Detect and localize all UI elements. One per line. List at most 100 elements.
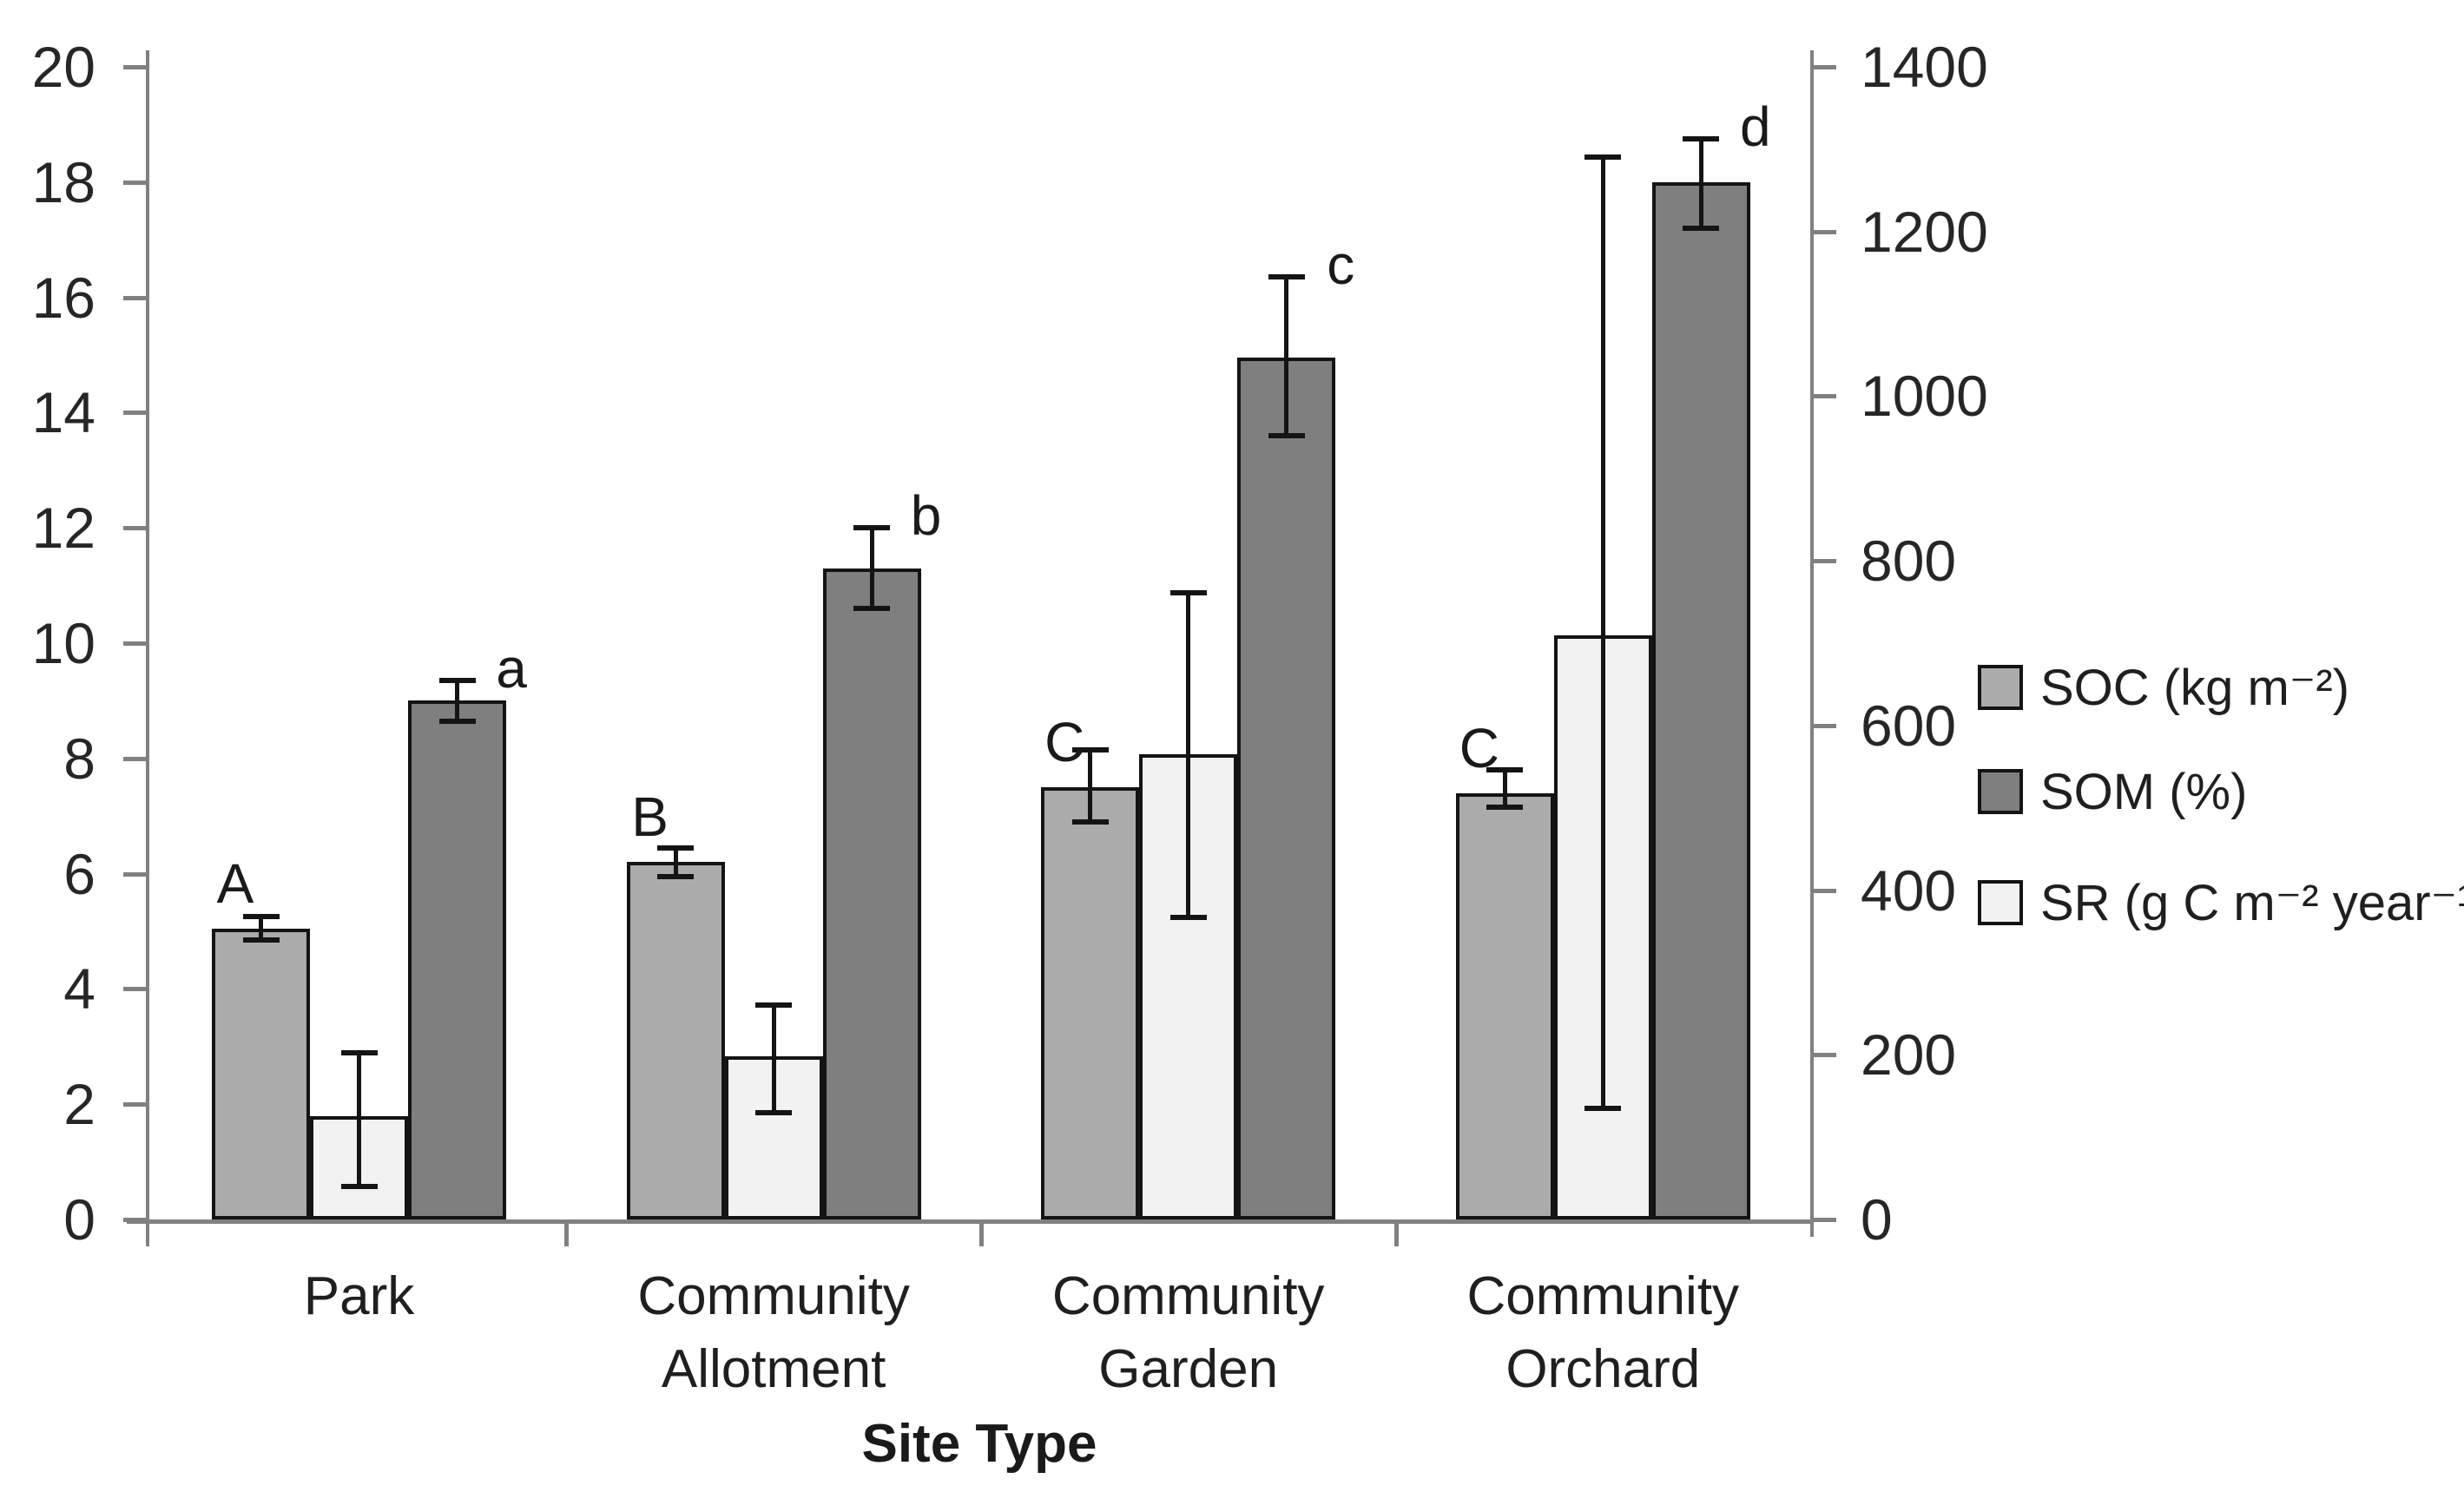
right-axis-tick-label: 400 xyxy=(1861,858,1957,923)
left-axis-tick xyxy=(123,1218,146,1222)
y-axis-left xyxy=(146,50,149,1246)
error-bar-g3-som xyxy=(1284,277,1289,436)
y-axis-right xyxy=(1810,50,1814,1237)
error-bar-cap xyxy=(1486,767,1524,773)
left-axis-tick xyxy=(123,65,146,69)
error-bar-cap xyxy=(657,873,695,879)
legend-item-sr: SR (g C m⁻² year⁻¹) xyxy=(1978,875,2464,931)
error-bar-g3-sr xyxy=(1186,593,1191,917)
x-axis-category-1: Park xyxy=(303,1266,415,1326)
bar-g1-som xyxy=(408,700,506,1219)
error-bar-g2-sr xyxy=(771,1005,776,1113)
right-axis-tick-label: 600 xyxy=(1861,693,1957,758)
error-bar-cap xyxy=(438,678,476,684)
bar-g3-sr xyxy=(1139,754,1238,1219)
bar-g1-soc xyxy=(212,928,310,1219)
right-axis-tick-label: 1400 xyxy=(1861,35,1988,99)
x-axis-boundary-tick xyxy=(564,1224,570,1246)
error-bar-g1-sr xyxy=(357,1053,361,1187)
x-axis-line xyxy=(127,1219,1814,1224)
right-axis-tick-label: 800 xyxy=(1861,529,1957,594)
error-bar-cap xyxy=(1071,818,1109,825)
left-axis-tick-label: 0 xyxy=(63,1187,96,1252)
left-axis-tick-label: 16 xyxy=(31,265,96,330)
right-axis-tick xyxy=(1814,229,1836,234)
error-bar-cap xyxy=(853,525,891,531)
legend-item-soc: SOC (kg m⁻²) xyxy=(1978,660,2349,716)
error-bar-cap xyxy=(1486,805,1524,811)
error-bar-g2-som xyxy=(869,528,874,609)
sig-letter-g4-soc: C xyxy=(1459,716,1499,779)
left-axis-tick-label: 4 xyxy=(63,956,96,1022)
left-axis-tick-label: 8 xyxy=(63,726,96,791)
error-bar-cap xyxy=(1268,274,1305,280)
error-bar-cap xyxy=(853,606,891,612)
right-axis-tick xyxy=(1814,1218,1836,1222)
x-axis-title: Site Type xyxy=(861,1414,1097,1474)
bar-g4-som xyxy=(1651,181,1750,1219)
error-bar-cap xyxy=(1268,432,1305,438)
error-bar-g3-soc xyxy=(1088,749,1093,822)
left-axis-tick-label: 10 xyxy=(31,611,96,675)
left-axis-tick xyxy=(123,295,146,300)
left-axis-tick-label: 6 xyxy=(63,841,96,906)
error-bar-cap xyxy=(340,1184,378,1190)
right-axis-tick-label: 0 xyxy=(1861,1187,1893,1252)
error-bar-cap xyxy=(1071,746,1109,753)
bar-g3-soc xyxy=(1041,787,1140,1219)
left-axis-tick xyxy=(123,1102,146,1107)
left-axis-tick xyxy=(123,987,146,992)
left-axis-tick-label: 20 xyxy=(31,35,96,99)
error-bar-g1-som xyxy=(455,680,459,721)
left-axis-tick-label: 2 xyxy=(63,1072,96,1137)
error-bar-cap xyxy=(242,914,280,920)
legend-item-som: SOM (%) xyxy=(1978,764,2247,820)
right-axis-tick-label: 200 xyxy=(1861,1022,1957,1088)
error-bar-cap xyxy=(657,845,695,851)
right-axis-tick xyxy=(1814,65,1836,69)
error-bar-cap xyxy=(1683,136,1720,141)
legend-label-soc: SOC (kg m⁻²) xyxy=(2040,660,2350,716)
left-axis-tick xyxy=(123,411,146,416)
bar-g3-som xyxy=(1237,358,1336,1219)
bar-g4-soc xyxy=(1455,792,1554,1219)
x-axis-category-4: Community Orchard xyxy=(1466,1266,1740,1399)
soc-swatch-icon xyxy=(1978,665,2023,710)
error-bar-cap xyxy=(1169,590,1207,596)
error-bar-cap xyxy=(1584,154,1622,161)
sig-letter-g2-soc: B xyxy=(631,785,669,849)
bar-g2-soc xyxy=(626,862,725,1219)
legend-label-som: SOM (%) xyxy=(2040,763,2248,820)
x-axis-boundary-tick xyxy=(978,1224,984,1246)
left-axis-tick xyxy=(123,641,146,646)
sig-letter-g1-som: a xyxy=(496,637,527,700)
left-axis-tick xyxy=(123,871,146,877)
x-axis-category-2: Community Allotment xyxy=(637,1266,910,1399)
right-axis-tick xyxy=(1814,723,1836,728)
left-axis-tick xyxy=(123,756,146,761)
right-axis-tick-label: 1000 xyxy=(1861,364,1988,429)
error-bar-cap xyxy=(755,1002,793,1009)
left-axis-tick xyxy=(123,180,146,185)
error-bar-cap xyxy=(340,1050,378,1056)
sr-swatch-icon xyxy=(1978,880,2023,925)
right-axis-tick-label: 1200 xyxy=(1861,199,1988,264)
sig-letter-g3-soc: C xyxy=(1044,711,1085,773)
som-swatch-icon xyxy=(1978,769,2023,814)
right-axis-tick xyxy=(1814,888,1836,893)
error-bar-cap xyxy=(1584,1105,1622,1111)
sig-letter-g4-som: d xyxy=(1740,95,1771,158)
x-axis-boundary-tick xyxy=(1393,1224,1399,1246)
right-axis-tick xyxy=(1814,559,1836,564)
right-axis-tick xyxy=(1814,1053,1836,1058)
sig-letter-g3-som: c xyxy=(1327,233,1355,297)
left-axis-tick-label: 14 xyxy=(31,380,96,445)
left-axis-tick xyxy=(123,526,146,531)
error-bar-cap xyxy=(1169,914,1207,920)
error-bar-cap xyxy=(755,1109,793,1115)
sig-letter-g1-soc: A xyxy=(216,851,254,915)
error-bar-cap xyxy=(438,718,476,724)
error-bar-g4-som xyxy=(1698,139,1703,228)
